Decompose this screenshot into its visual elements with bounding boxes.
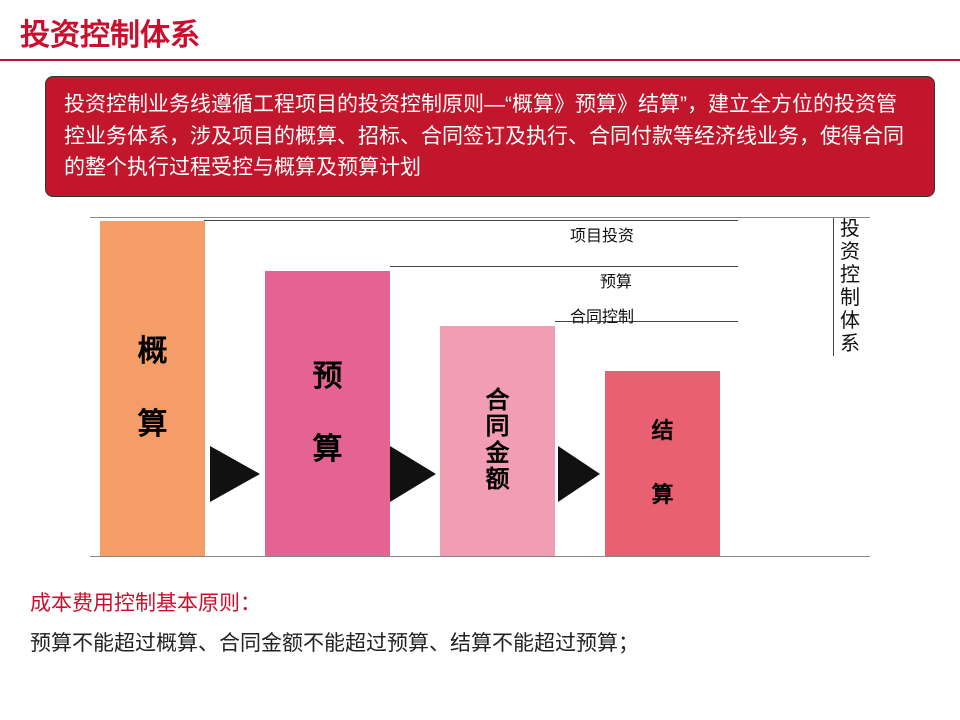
guide-label: 合同控制 bbox=[570, 303, 634, 327]
principle-text: 预算不能超过概算、合同金额不能超过预算、结算不能超过预算； bbox=[30, 627, 930, 657]
chart-axis-label: 投资控制体系 bbox=[833, 218, 860, 356]
title-divider bbox=[0, 59, 960, 61]
arrow-icon bbox=[390, 446, 436, 502]
arrow-icon bbox=[558, 446, 600, 502]
principle-subtitle: 成本费用控制基本原则： bbox=[30, 587, 930, 617]
chart-bar: 结算 bbox=[605, 371, 720, 556]
chart-bar: 合同金额 bbox=[440, 326, 555, 556]
chart-bar-label: 预算 bbox=[313, 360, 343, 466]
chart-bar-label: 结算 bbox=[651, 419, 673, 507]
guide-label: 项目投资 bbox=[570, 222, 634, 246]
guide-line bbox=[204, 220, 738, 221]
chart-bar: 预算 bbox=[265, 271, 390, 556]
guide-line bbox=[390, 266, 738, 267]
funnel-chart: 概算预算合同金额结算 项目投资预算合同控制 投资控制体系 bbox=[90, 217, 870, 557]
chart-bar: 概算 bbox=[100, 221, 205, 556]
summary-box: 投资控制业务线遵循工程项目的投资控制原则—“概算》预算》结算”，建立全方位的投资… bbox=[45, 76, 935, 197]
chart-baseline bbox=[90, 556, 870, 557]
page-title: 投资控制体系 bbox=[0, 0, 960, 59]
chart-bar-label: 概算 bbox=[138, 335, 168, 441]
arrow-icon bbox=[210, 446, 260, 502]
chart-bar-label: 合同金额 bbox=[486, 388, 510, 494]
guide-label: 预算 bbox=[600, 268, 632, 292]
